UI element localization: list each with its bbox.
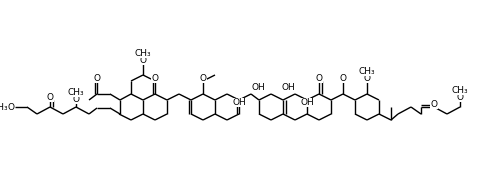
Text: OH: OH [251, 83, 265, 92]
Text: OH: OH [300, 98, 314, 107]
Text: CH₃: CH₃ [68, 88, 84, 97]
Text: O: O [94, 74, 101, 83]
Text: O: O [139, 56, 146, 65]
Text: O: O [200, 74, 207, 83]
Text: O: O [340, 74, 347, 83]
Text: O: O [73, 95, 80, 104]
Text: OH: OH [232, 98, 246, 107]
Text: O: O [457, 93, 464, 102]
Text: O: O [364, 74, 371, 83]
Text: O: O [430, 100, 438, 109]
Text: CH₃: CH₃ [359, 67, 375, 76]
Text: O: O [46, 93, 53, 102]
Text: CH₃: CH₃ [0, 102, 8, 112]
Text: O: O [151, 74, 158, 83]
Text: O: O [8, 102, 15, 112]
Text: O: O [316, 74, 323, 83]
Text: OH: OH [281, 83, 295, 92]
Text: CH₃: CH₃ [134, 49, 151, 58]
Text: CH₃: CH₃ [452, 86, 468, 95]
